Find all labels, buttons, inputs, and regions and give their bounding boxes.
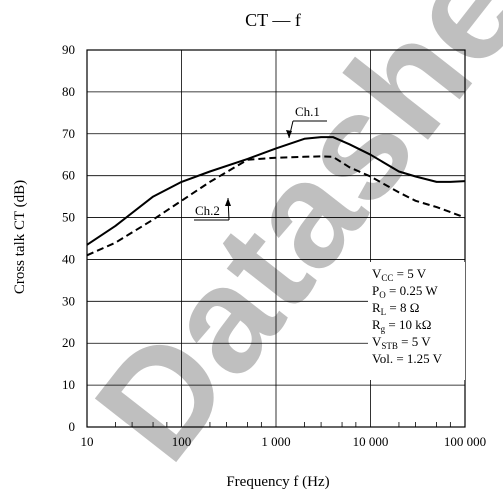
watermark-text: Datasheet (63, 0, 503, 490)
chart-grid (87, 50, 465, 427)
condition-line: Vol. = 1.25 V (372, 351, 443, 366)
y-tick-label: 40 (62, 251, 75, 266)
y-tick-label: 80 (62, 84, 75, 99)
x-tick-label: 10 (81, 434, 94, 449)
series-line-ch1 (86, 136, 466, 246)
y-tick-label: 70 (62, 126, 75, 141)
condition-line: PO = 0.25 W (372, 283, 438, 300)
tick-labels: 0 10 20 30 40 50 60 70 80 90 10 100 1 000 10 000 100 0… (62, 42, 486, 449)
y-tick-label: 20 (62, 335, 75, 350)
ch1-callout: Ch.1 (286, 104, 327, 139)
condition-line: RL = 8 Ω (372, 300, 419, 317)
y-axis-label: Cross talk CT (dB) (12, 180, 28, 294)
y-tick-label: 50 (62, 210, 75, 225)
watermark: Datasheet (63, 0, 503, 490)
x-tick-label: 10 000 (353, 434, 389, 449)
test-conditions-box: VCC = 5 VPO = 0.25 WRL = 8 ΩRg = 10 kΩVS… (368, 262, 465, 380)
x-tick-label: 100 000 (444, 434, 486, 449)
chart-title: CT — f (245, 10, 301, 30)
condition-line: VCC = 5 V (372, 266, 427, 283)
y-tick-label: 0 (69, 419, 76, 434)
x-axis-label: Frequency f (Hz) (226, 474, 329, 490)
ch2-label: Ch.2 (195, 203, 220, 218)
condition-line: VSTB = 5 V (372, 334, 431, 351)
x-tick-label: 100 (172, 434, 192, 449)
ch1-label: Ch.1 (295, 104, 320, 119)
plot-frame (86, 49, 466, 428)
y-tick-label: 10 (62, 377, 75, 392)
y-tick-label: 30 (62, 293, 75, 308)
minor-ticks (115, 422, 451, 427)
ch2-callout: Ch.2 (194, 197, 231, 221)
x-tick-label: 1 000 (261, 434, 290, 449)
y-tick-label: 90 (62, 42, 75, 57)
condition-line: Rg = 10 kΩ (372, 317, 431, 334)
conditions-background (368, 262, 465, 380)
series-lines (86, 136, 466, 257)
y-tick-label: 60 (62, 168, 75, 183)
